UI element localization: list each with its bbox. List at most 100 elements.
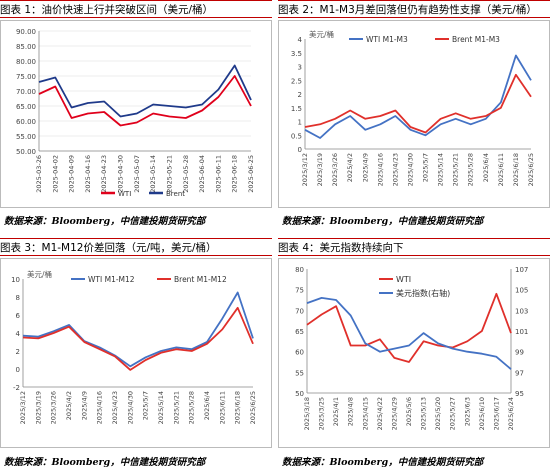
- x-tick-label: 2025/5/20: [434, 397, 442, 430]
- y-tick-label: 60: [295, 349, 304, 357]
- x-tick-label: 2025/4/16: [376, 153, 384, 186]
- y-tick-label: 1: [298, 119, 302, 127]
- y-tick-label: 4: [298, 36, 303, 44]
- y-tick-label: 85.00: [16, 43, 36, 51]
- x-tick-label: 2025/3/19: [316, 153, 324, 186]
- x-tick-label: 2025/6/25: [249, 391, 257, 424]
- x-tick-label: 2025/4/1: [332, 397, 340, 426]
- x-tick-label: 2025/5/21: [452, 153, 460, 186]
- x-tick-label: 2025/4/8: [347, 397, 355, 426]
- y-tick-label: 65.00: [16, 103, 36, 111]
- panel-1: 图表 1：油价快速上行并突破区间（美元/桶） 50.00 55.00 60.00 65…: [0, 0, 272, 230]
- x-tick-label: 2025/6/24: [507, 397, 515, 430]
- source-note: 数据来源：Bloomberg，中信建投期货研究部: [4, 457, 206, 468]
- y-tick-label: 65: [295, 328, 304, 336]
- x-tick-label: 2025/4/9: [361, 153, 369, 182]
- y-tick-label: 0: [16, 366, 20, 374]
- y-tick-label: 4: [16, 330, 21, 338]
- y-tick-label: 55.00: [16, 133, 36, 141]
- x-tick-label: 2025/4/2: [65, 391, 73, 420]
- x-tick-label: 2025/6/11: [497, 153, 505, 186]
- panel-2: 图表 2：M1-M3月差回落但仍有趋势性支撑（美元/桶） 0 0.5 1 1.5 2 2.…: [278, 0, 550, 230]
- series-line: [22, 291, 254, 368]
- y-tick-label-right: 99: [515, 349, 524, 357]
- x-tick-label: 2025-04-23: [100, 155, 108, 193]
- y-tick-label: 0: [298, 146, 302, 154]
- source-note: 数据来源：Bloomberg，中信建投期货研究部: [4, 216, 206, 227]
- x-tick-label: 2025/6/17: [492, 397, 500, 430]
- y-tick-label: 80: [295, 266, 304, 274]
- chart-2: 0 0.5 1 1.5 2 2.5 3 3.5 4 美元/桶 2025/3/12 2025/3/19 2…: [291, 29, 535, 186]
- x-tick-label: 2025/5/14: [157, 391, 165, 424]
- series-line: [38, 64, 252, 118]
- x-tick-label: 2025/6/25: [527, 153, 535, 186]
- panel-3: 图表 3：M1-M12价差回落（元/吨，美元/桶） -2 0 2 4 6 8 10 美元/桶 2…: [0, 238, 272, 471]
- y-tick-label: 55: [295, 369, 304, 377]
- x-tick-label: 2025-03-26: [35, 155, 43, 193]
- source-note: 数据来源：Bloomberg，中信建投期货研究部: [282, 457, 484, 468]
- y-tick-label: 2: [16, 348, 20, 356]
- x-tick-label: 2025/4/23: [391, 153, 399, 186]
- panel-title: 图表 4：美元指数持续向下: [278, 238, 550, 256]
- source-note: 数据来源：Bloomberg，中信建投期货研究部: [282, 216, 484, 227]
- legend-label: WTI: [396, 275, 411, 284]
- x-tick-label: 2025/6/10: [478, 397, 486, 430]
- y-tick-label: 70: [295, 307, 304, 315]
- x-tick-label: 2025/3/26: [50, 391, 58, 424]
- x-tick-label: 2025/4/30: [126, 391, 134, 424]
- x-tick-label: 2025/5/13: [420, 397, 428, 430]
- x-tick-label: 2025-05-21: [165, 155, 173, 193]
- chart-3: -2 0 2 4 6 8 10 美元/桶 2025/3/12 2025/3/19 2025/3/26…: [11, 269, 257, 424]
- x-tick-label: 2025-04-09: [68, 155, 76, 193]
- x-tick-label: 2025/5/21: [172, 391, 180, 424]
- x-tick-label: 2025/3/12: [301, 153, 309, 186]
- y-tick-label: 10: [11, 276, 20, 284]
- x-tick-label: 2025-05-07: [133, 155, 141, 193]
- x-tick-label: 2025/6/4: [482, 153, 490, 182]
- x-tick-label: 2025/3/26: [331, 153, 339, 186]
- x-tick-label: 2025/3/12: [19, 391, 27, 424]
- y-tick-label: 60.00: [16, 118, 36, 126]
- legend-label: 美元指数(右轴): [396, 288, 450, 298]
- y-tick-label: 1.5: [291, 105, 302, 113]
- y-tick-label: 70.00: [16, 88, 36, 96]
- x-tick-label: 2025/3/25: [318, 397, 326, 430]
- y-tick-label-right: 97: [515, 369, 524, 377]
- chart-frame: 0 0.5 1 1.5 2 2.5 3 3.5 4 美元/桶 2025/3/12 2025/3/19 2…: [278, 20, 550, 208]
- x-tick-label: 2025/4/9: [80, 391, 88, 420]
- series-line: [304, 73, 532, 134]
- x-tick-label: 2025/6/18: [234, 391, 242, 424]
- y-axis-unit: 美元/桶: [309, 29, 334, 39]
- legend-label: WTI M1-M3: [366, 35, 408, 44]
- x-tick-label: 2025/4/23: [111, 391, 119, 424]
- series-line: [38, 75, 252, 127]
- y-tick-label: 75.00: [16, 73, 36, 81]
- chart-frame: 50 55 60 65 70 75 80 95 97 99 101 103 105 107 2025/3/1…: [278, 258, 550, 448]
- y-tick-label: 75: [295, 287, 304, 295]
- y-tick-label: 2: [298, 91, 302, 99]
- x-tick-label: 2025/5/7: [422, 153, 430, 182]
- x-tick-label: 2025/6/4: [203, 391, 211, 420]
- x-tick-label: 2025/5/7: [142, 391, 150, 420]
- chart-1: 50.00 55.00 60.00 65.00 70.00 75.00 80.00 85.00…: [16, 28, 255, 198]
- x-tick-label: 2025-06-04: [198, 155, 206, 193]
- legend-label: Brent: [166, 190, 185, 198]
- y-tick-label: 90.00: [16, 28, 36, 36]
- y-tick-label-right: 101: [515, 328, 528, 336]
- x-tick-label: 2025/3/18: [303, 397, 311, 430]
- x-tick-label: 2025/3/19: [34, 391, 42, 424]
- x-tick-label: 2025/4/2: [346, 153, 354, 182]
- x-tick-label: 2025-04-02: [51, 155, 59, 193]
- y-axis-unit: 美元/桶: [27, 269, 52, 279]
- y-tick-label-right: 107: [515, 266, 528, 274]
- x-tick-label: 2025/6/3: [463, 397, 471, 426]
- y-tick-label-right: 105: [515, 287, 528, 295]
- y-tick-label-right: 103: [515, 307, 528, 315]
- x-tick-label: 2025-04-30: [117, 155, 125, 193]
- x-tick-label: 2025-06-11: [214, 155, 222, 193]
- y-tick-label: 50: [295, 390, 304, 398]
- x-tick-label: 2025/5/6: [405, 397, 413, 426]
- chart-frame: 50.00 55.00 60.00 65.00 70.00 75.00 80.00 85.00…: [0, 20, 272, 208]
- panel-4: 图表 4：美元指数持续向下 50 55 60 65 70 75 80 95 97 99 101 103…: [278, 238, 550, 471]
- series-line: [304, 54, 532, 139]
